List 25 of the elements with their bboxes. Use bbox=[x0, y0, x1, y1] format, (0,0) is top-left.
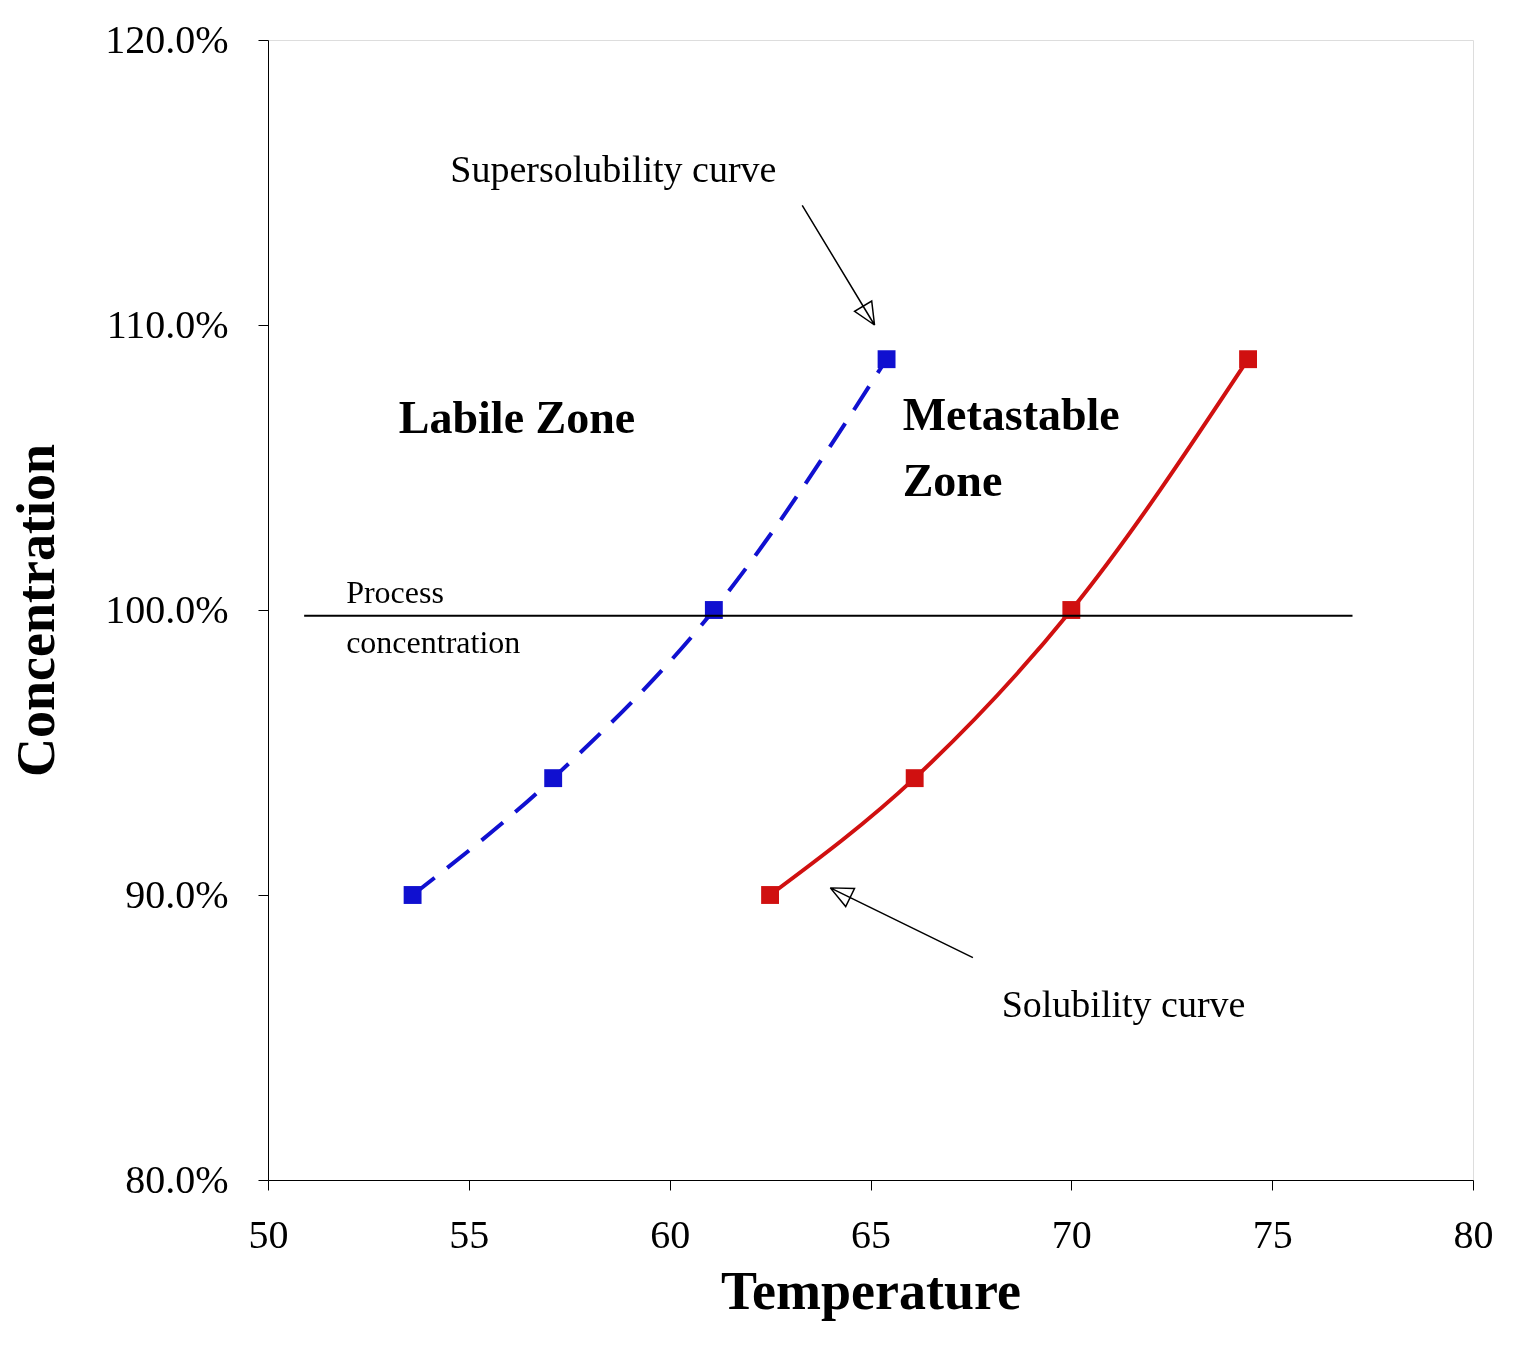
point bbox=[1239, 350, 1258, 369]
y-tick-label: 120.0% bbox=[105, 16, 229, 62]
x-tick-label: 60 bbox=[650, 1211, 691, 1257]
series-label: Process concentration bbox=[346, 573, 521, 660]
x-tick-label: 50 bbox=[248, 1211, 289, 1257]
annotation: Metastable Zone bbox=[902, 389, 1120, 507]
annotation: Solubility curve bbox=[1001, 983, 1246, 1026]
x-tick-label: 65 bbox=[851, 1211, 891, 1257]
x-tick-label: 70 bbox=[1051, 1211, 1092, 1257]
y-tick-label: 110.0% bbox=[106, 301, 229, 347]
annotation: Labile Zone bbox=[398, 392, 636, 444]
x-axis-title: Temperature bbox=[721, 1260, 1021, 1321]
y-tick-label: 90.0% bbox=[125, 871, 229, 917]
y-tick-label: 80.0% bbox=[125, 1156, 229, 1202]
x-tick-label: 55 bbox=[449, 1211, 490, 1257]
y-axis-title: Concentration bbox=[6, 444, 67, 777]
annotation: Supersolubility curve bbox=[450, 148, 777, 191]
point bbox=[403, 886, 422, 904]
point bbox=[877, 350, 896, 369]
y-tick-label: 100.0% bbox=[105, 586, 229, 632]
point bbox=[761, 886, 780, 904]
x-tick-label: 80 bbox=[1453, 1211, 1494, 1257]
x-tick-label: 75 bbox=[1252, 1211, 1293, 1257]
point bbox=[544, 769, 563, 788]
point bbox=[905, 769, 924, 788]
